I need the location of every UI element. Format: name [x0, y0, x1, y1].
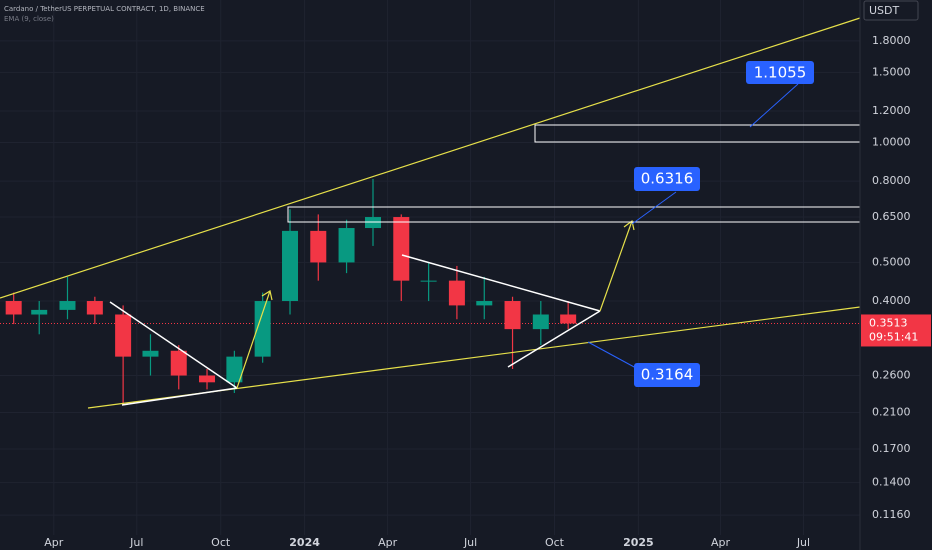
arrow-head — [623, 219, 635, 231]
candle-body — [560, 314, 577, 324]
candle-body — [338, 228, 355, 263]
candle-body — [5, 301, 22, 315]
candle-body — [142, 350, 159, 357]
candle-body — [254, 301, 271, 357]
candle-body — [310, 230, 327, 263]
candle-body — [476, 301, 493, 306]
time-axis-bg — [0, 535, 932, 550]
candle-body — [199, 375, 216, 383]
candles — [5, 178, 577, 405]
indicator-label: EMA (9, close) — [4, 15, 54, 23]
y-tick-label: 0.1700 — [872, 442, 911, 455]
y-tick-label: 0.8000 — [872, 174, 911, 187]
triangle-line — [109, 301, 238, 389]
triangle-line — [401, 254, 601, 312]
y-tick-label: 1.8000 — [872, 34, 911, 47]
y-tick-label: 0.4000 — [872, 294, 911, 307]
candle-body — [504, 301, 521, 330]
last-price-tag — [861, 314, 931, 347]
arrow — [236, 290, 271, 389]
chart-title: Cardano / TetherUS PERPETUAL CONTRACT, 1… — [4, 5, 205, 13]
upper-trendline — [0, 17, 861, 299]
candle-body — [448, 280, 465, 306]
callout-label: 1.1055 — [754, 64, 807, 82]
y-tick-label: 0.5000 — [872, 255, 911, 268]
axis-layer: 1.8000 1.5000 1.2000 1.0000 0.8000 0.6500 0.50… — [44, 34, 931, 549]
arrow — [599, 220, 633, 312]
candle-body — [282, 230, 299, 302]
y-tick-label: 0.2100 — [872, 405, 911, 418]
currency-box — [863, 0, 919, 21]
x-tick-label: Apr — [44, 536, 64, 549]
candle-body — [31, 309, 48, 315]
currency: USDT — [869, 4, 900, 17]
x-tick-label: Jul — [129, 536, 143, 549]
y-tick-label: 0.2600 — [872, 369, 911, 382]
callout-box — [746, 61, 814, 84]
zone-box — [534, 124, 861, 143]
x-tick-label: Jul — [796, 536, 810, 549]
last-price-label: 0.3513 — [869, 316, 908, 329]
candle-body — [420, 280, 437, 282]
callout-box — [634, 363, 700, 387]
candle-body — [115, 314, 132, 357]
y-tick-label: 0.1160 — [872, 508, 911, 521]
x-tick-label: 2024 — [289, 536, 320, 549]
callout-label: 0.3164 — [641, 366, 694, 384]
grid-layer — [0, 0, 860, 535]
y-tick-label: 1.2000 — [872, 104, 911, 117]
x-tick-label: Apr — [378, 536, 398, 549]
candle-body — [365, 217, 382, 229]
candle-body — [59, 301, 76, 310]
callout-line — [631, 191, 677, 225]
countdown-label: 09:51:41 — [869, 330, 918, 343]
candle-body — [393, 217, 410, 281]
candle-body — [226, 356, 243, 383]
y-tick-label: 0.1400 — [872, 476, 911, 489]
y-tick-label: 1.0000 — [872, 136, 911, 149]
candle-body — [532, 314, 549, 330]
arrow-head — [261, 290, 273, 301]
x-tick-label: Oct — [545, 536, 565, 549]
callout-line — [587, 341, 637, 369]
callout-box — [634, 167, 700, 191]
candle-body — [86, 301, 103, 315]
candle-body — [170, 350, 187, 376]
callout-label: 0.6316 — [641, 170, 694, 188]
x-tick-label: Jul — [463, 536, 477, 549]
price-axis-bg — [860, 0, 932, 550]
triangle-line — [121, 387, 238, 406]
x-tick-label: 2025 — [623, 536, 654, 549]
triangle-line — [507, 310, 601, 368]
x-tick-label: Apr — [711, 536, 731, 549]
y-tick-label: 1.5000 — [872, 65, 911, 78]
y-tick-label: 0.6500 — [872, 210, 911, 223]
callouts: 1.1055 0.6316 0.3164 — [634, 61, 814, 387]
callout-line — [749, 83, 799, 128]
x-tick-label: Oct — [211, 536, 231, 549]
